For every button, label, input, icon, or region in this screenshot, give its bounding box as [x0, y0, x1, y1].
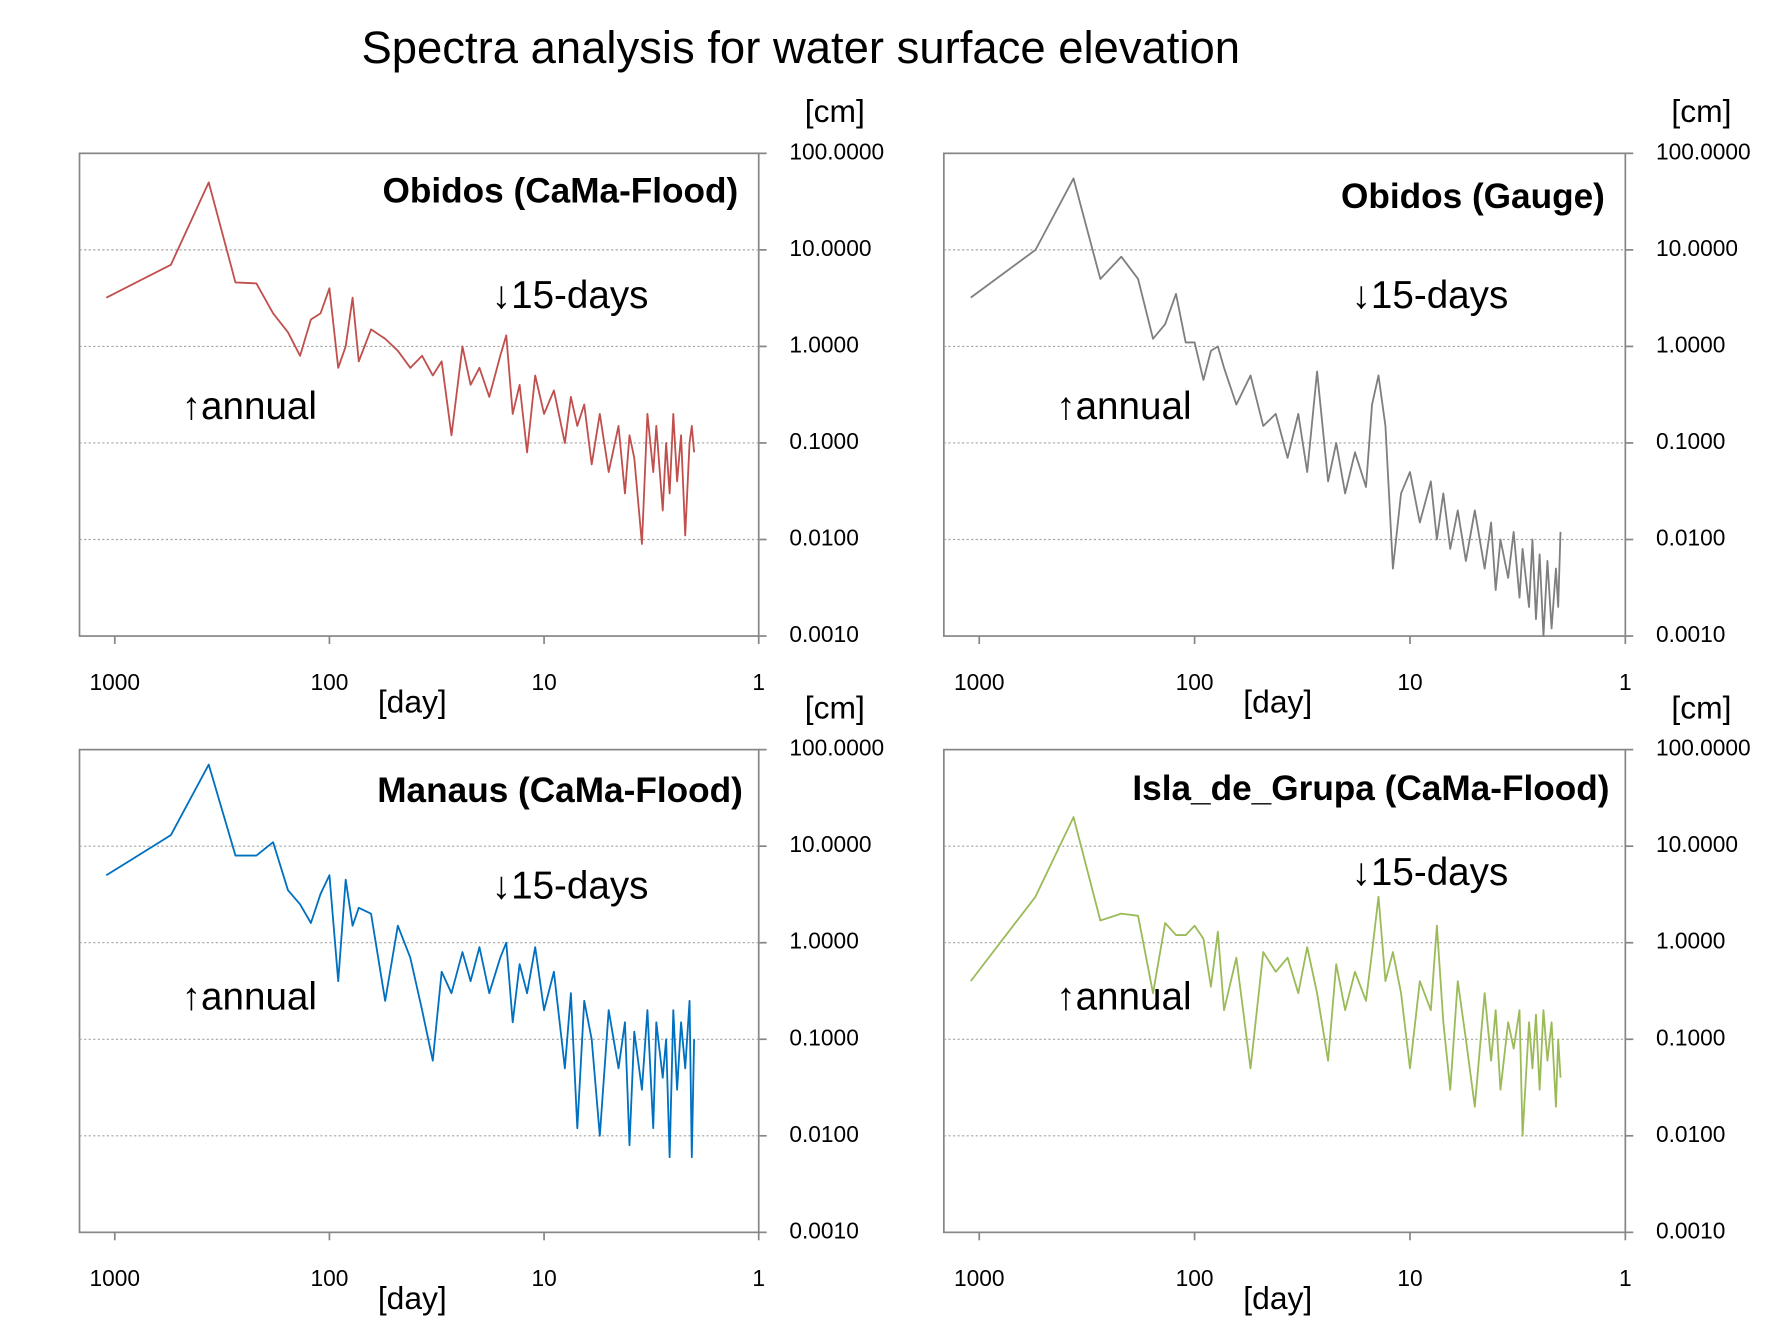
- chart-title: Manaus (CaMa-Flood): [377, 771, 743, 810]
- data-line: [105, 181, 696, 545]
- x-tick-label: 10: [1397, 669, 1422, 695]
- y-tick-label: 10.0000: [1656, 831, 1738, 857]
- y-axis-label: [cm]: [1671, 689, 1731, 725]
- x-axis-label: [day]: [378, 1280, 447, 1316]
- x-tick-label: 1000: [954, 1265, 1005, 1291]
- x-tick-label: 1000: [90, 669, 141, 695]
- x-tick-label: 1: [1619, 669, 1632, 695]
- y-tick-label: 0.0010: [1656, 621, 1725, 647]
- panel: 0.0010 0.0100 0.1000 1.0000 10.0000 100.0000 1…: [942, 93, 1751, 720]
- annotation: ↓15-days: [492, 864, 649, 907]
- y-tick-label: 0.1000: [789, 1024, 858, 1050]
- data-line: [970, 816, 1562, 1137]
- x-tick-label: 1: [752, 1265, 765, 1291]
- x-tick-label: 10: [531, 669, 556, 695]
- x-tick-label: 1: [1619, 1265, 1632, 1291]
- panel: 0.0010 0.0100 0.1000 1.0000 10.0000 100.0000 1…: [942, 689, 1751, 1316]
- y-tick-label: 1.0000: [789, 331, 858, 357]
- y-tick-label: 0.0100: [789, 525, 858, 551]
- plot-area: [942, 152, 1627, 637]
- x-tick-label: 100: [310, 669, 348, 695]
- y-tick-label: 1.0000: [1656, 928, 1725, 954]
- annotation: ↓15-days: [1352, 851, 1509, 894]
- annotation: ↓15-days: [492, 274, 649, 317]
- y-tick-label: 0.0010: [1656, 1217, 1725, 1243]
- y-tick-label: 1.0000: [789, 928, 858, 954]
- y-axis-label: [cm]: [805, 689, 865, 725]
- plot-area: [78, 152, 760, 637]
- annotation: ↑annual: [1056, 976, 1191, 1019]
- x-axis-label: [day]: [1243, 684, 1312, 720]
- plot-area: [78, 748, 760, 1234]
- y-tick-label: 0.1000: [1656, 1024, 1725, 1050]
- x-tick-label: 10: [1397, 1265, 1422, 1291]
- figure-title: Spectra analysis for water surface eleva…: [361, 22, 1240, 73]
- data-line: [970, 177, 1562, 637]
- x-axis-label: [day]: [378, 684, 447, 720]
- annotation: ↓15-days: [1352, 274, 1509, 317]
- y-tick-label: 0.0100: [1656, 1121, 1725, 1147]
- annotation: ↑annual: [182, 385, 317, 428]
- data-line: [105, 763, 696, 1159]
- y-tick-label: 0.0010: [789, 621, 858, 647]
- annotation: ↑annual: [182, 976, 317, 1019]
- y-tick-label: 10.0000: [1656, 235, 1738, 261]
- x-tick-label: 1000: [954, 669, 1005, 695]
- panel: 0.0010 0.0100 0.1000 1.0000 10.0000 100.0000 1…: [78, 689, 884, 1316]
- y-tick-label: 10.0000: [789, 831, 871, 857]
- y-tick-label: 0.1000: [1656, 428, 1725, 454]
- x-tick-label: 1: [752, 669, 765, 695]
- y-tick-label: 100.0000: [789, 138, 884, 164]
- x-tick-label: 1000: [90, 1265, 141, 1291]
- y-tick-label: 100.0000: [1656, 138, 1751, 164]
- panel: 0.0010 0.0100 0.1000 1.0000 10.0000 100.0000 1…: [78, 93, 884, 720]
- y-tick-label: 0.0100: [789, 1121, 858, 1147]
- y-tick-label: 100.0000: [1656, 735, 1751, 761]
- figure-group: Spectra analysis for water surface eleva…: [78, 22, 1751, 1316]
- y-tick-label: 100.0000: [789, 735, 884, 761]
- y-tick-label: 0.0010: [789, 1217, 858, 1243]
- x-tick-label: 100: [1176, 669, 1214, 695]
- annotation: ↑annual: [1056, 385, 1191, 428]
- y-tick-label: 0.0100: [1656, 525, 1725, 551]
- y-axis-label: [cm]: [1671, 93, 1731, 129]
- y-axis-label: [cm]: [805, 93, 865, 129]
- y-tick-label: 0.1000: [789, 428, 858, 454]
- chart-title: Obidos (CaMa-Flood): [383, 171, 739, 210]
- x-tick-label: 10: [531, 1265, 556, 1291]
- plot-area: [942, 748, 1627, 1234]
- y-tick-label: 1.0000: [1656, 331, 1725, 357]
- x-axis-label: [day]: [1243, 1280, 1312, 1316]
- chart-title: Obidos (Gauge): [1341, 177, 1605, 216]
- y-tick-label: 10.0000: [789, 235, 871, 261]
- x-tick-label: 100: [310, 1265, 348, 1291]
- chart-title: Isla_de_Grupa (CaMa-Flood): [1132, 769, 1609, 808]
- x-tick-label: 100: [1176, 1265, 1214, 1291]
